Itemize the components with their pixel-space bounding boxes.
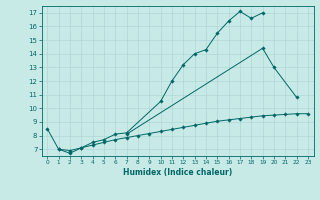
X-axis label: Humidex (Indice chaleur): Humidex (Indice chaleur): [123, 168, 232, 177]
